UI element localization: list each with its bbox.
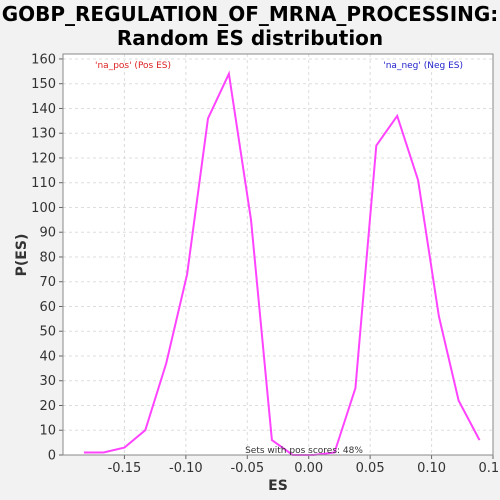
y-tick-label: 60 bbox=[39, 300, 56, 315]
x-tick-label: 0.15 bbox=[479, 461, 500, 476]
y-tick-label: 0 bbox=[48, 449, 56, 464]
y-tick-label: 150 bbox=[31, 77, 56, 92]
y-tick-label: 20 bbox=[39, 399, 56, 414]
chart-title-line1: GOBP_REGULATION_OF_MRNA_PROCESSING: bbox=[1, 2, 499, 26]
x-tick-label: -0.10 bbox=[169, 461, 203, 476]
y-axis-label: P(ES) bbox=[14, 234, 30, 277]
y-tick-label: 40 bbox=[39, 349, 56, 364]
x-tick-label: -0.15 bbox=[108, 461, 142, 476]
es-density-line bbox=[83, 70, 481, 456]
y-tick-label: 80 bbox=[39, 250, 56, 265]
y-tick-label: 140 bbox=[31, 102, 56, 117]
x-tick-label: 0.10 bbox=[417, 461, 446, 476]
x-axis-ticks: -0.15 -0.10 -0.05 0.00 0.05 0.10 0.15 bbox=[108, 455, 500, 476]
x-tick-label: 0.05 bbox=[356, 461, 385, 476]
y-tick-label: 130 bbox=[31, 127, 56, 142]
x-tick-label: -0.05 bbox=[230, 461, 264, 476]
plot-area bbox=[63, 54, 493, 455]
chart-title-line2: Random ES distribution bbox=[116, 26, 384, 50]
x-tick-label: 0.00 bbox=[294, 461, 323, 476]
legend-neg-es: 'na_neg' (Neg ES) bbox=[383, 61, 463, 71]
legend-pos-es: 'na_pos' (Pos ES) bbox=[95, 61, 171, 71]
y-tick-label: 30 bbox=[39, 374, 56, 389]
y-axis-ticks: 0 10 20 30 40 50 60 70 80 90 100 110 120 130 140 150 160 bbox=[31, 52, 63, 464]
plot-frame bbox=[62, 53, 494, 456]
x-axis-label: ES bbox=[268, 478, 288, 494]
y-tick-label: 50 bbox=[39, 325, 56, 340]
y-tick-label: 90 bbox=[39, 226, 56, 241]
pos-score-annotation: Sets with pos scores: 48% bbox=[245, 446, 363, 456]
y-tick-label: 100 bbox=[31, 201, 56, 216]
y-tick-label: 120 bbox=[31, 151, 56, 166]
y-tick-label: 110 bbox=[31, 176, 56, 191]
y-tick-label: 70 bbox=[39, 275, 56, 290]
y-tick-label: 160 bbox=[31, 52, 56, 67]
y-tick-label: 10 bbox=[39, 424, 56, 439]
